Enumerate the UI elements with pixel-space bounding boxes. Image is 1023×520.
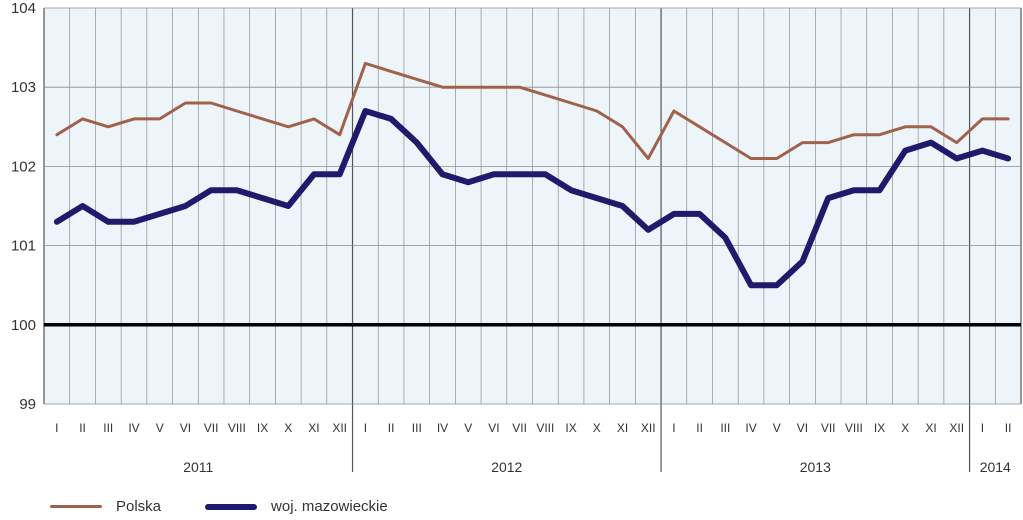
x-tick-label: VI: [797, 421, 808, 435]
x-tick-label: VIII: [536, 421, 554, 435]
x-tick-label: II: [79, 421, 86, 435]
x-tick-label: V: [464, 421, 472, 435]
x-tick-label: V: [156, 421, 164, 435]
year-label: 2011: [183, 459, 213, 475]
y-tick-label: 102: [11, 158, 36, 175]
x-tick-label: III: [720, 421, 730, 435]
year-label: 2013: [800, 459, 831, 475]
x-tick-label: X: [901, 421, 909, 435]
legend-item-mazowieckie: woj. mazowieckie: [205, 498, 388, 515]
x-tick-label: IX: [257, 421, 268, 435]
x-tick-label: IV: [745, 421, 756, 435]
horizontal-grid: [44, 7, 1021, 405]
x-tick-label: IX: [874, 421, 885, 435]
x-tick-label: IV: [128, 421, 139, 435]
x-tick-label: VII: [821, 421, 836, 435]
legend: Polska woj. mazowieckie: [50, 498, 432, 515]
legend-label-polska: Polska: [116, 498, 162, 515]
x-tick-label: III: [412, 421, 422, 435]
x-tick-label: VIII: [228, 421, 246, 435]
x-tick-label: I: [364, 421, 367, 435]
series-line-polska: [55, 61, 1010, 160]
x-tick-label: VI: [180, 421, 191, 435]
x-tick-label: XII: [332, 421, 347, 435]
x-tick-label: XI: [617, 421, 628, 435]
x-tick-label: XI: [925, 421, 936, 435]
series-lines: [53, 61, 1012, 289]
y-axis-tick-labels: 99 100 101 102 103 104: [11, 0, 36, 413]
x-tick-label: I: [672, 421, 675, 435]
x-tick-label: XI: [308, 421, 319, 435]
x-tick-label: II: [388, 421, 395, 435]
x-tick-label: I: [981, 421, 984, 435]
x-tick-label: II: [1005, 421, 1012, 435]
x-tick-label: II: [696, 421, 703, 435]
x-tick-label: I: [55, 421, 58, 435]
y-tick-label: 104: [11, 0, 36, 17]
legend-label-mazowieckie: woj. mazowieckie: [271, 498, 388, 515]
year-label: 2012: [491, 459, 522, 475]
x-tick-label: XII: [949, 421, 964, 435]
legend-swatch-polska: [50, 505, 102, 508]
legend-item-polska: Polska: [50, 498, 161, 515]
legend-swatch-mazowieckie: [205, 503, 258, 510]
y-tick-label: 99: [19, 396, 36, 413]
y-tick-label: 100: [11, 317, 36, 334]
y-tick-label: 101: [11, 238, 36, 255]
x-tick-label: X: [284, 421, 292, 435]
x-tick-label: V: [773, 421, 781, 435]
x-tick-label: XII: [641, 421, 656, 435]
x-axis-month-labels: I II III IV V VI VII VIII IX X XI XII I II III IV V VI VII…: [55, 421, 1011, 435]
y-tick-label: 103: [11, 79, 36, 96]
series-line-mazowieckie: [53, 108, 1012, 289]
x-tick-label: VI: [488, 421, 499, 435]
x-tick-label: VII: [204, 421, 219, 435]
x-tick-label: IV: [437, 421, 448, 435]
vertical-grid: [43, 8, 1022, 472]
x-tick-label: VIII: [845, 421, 863, 435]
x-axis-year-labels: 2011 2012 2013 2014: [183, 459, 1011, 475]
x-tick-label: X: [593, 421, 601, 435]
x-tick-label: III: [103, 421, 113, 435]
x-tick-label: VII: [512, 421, 527, 435]
x-tick-label: IX: [565, 421, 576, 435]
year-label: 2014: [980, 459, 1011, 475]
